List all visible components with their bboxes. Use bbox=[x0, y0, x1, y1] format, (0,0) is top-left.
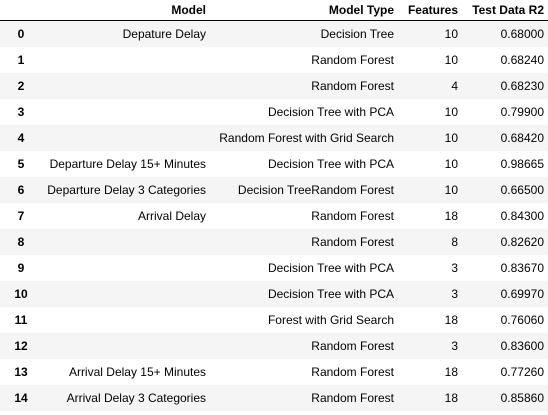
model-type-cell: Decision TreeRandom Forest bbox=[237, 182, 394, 197]
features-cell: 18 bbox=[444, 390, 458, 405]
features-cell: 18 bbox=[444, 364, 458, 379]
table-row: 6 Departure Delay 3 Categories Decision … bbox=[0, 176, 548, 203]
features-cell: 3 bbox=[451, 338, 458, 353]
model-cell: Departure Delay 15+ Minutes bbox=[49, 156, 206, 171]
table-row: 8 Random Forest 8 0.82620 bbox=[0, 228, 548, 255]
features-cell: 10 bbox=[444, 104, 458, 119]
table-row: 3 Decision Tree with PCA 10 0.79900 bbox=[0, 98, 548, 125]
table-body: 0 Depature Delay Decision Tree 10 0.6800… bbox=[0, 20, 548, 411]
table-row: 10 Decision Tree with PCA 3 0.69970 bbox=[0, 280, 548, 307]
row-index: 14 bbox=[14, 390, 28, 405]
r2-cell: 0.85860 bbox=[500, 390, 544, 405]
r2-cell: 0.84300 bbox=[500, 208, 544, 223]
model-type-cell: Decision Tree bbox=[320, 26, 394, 41]
features-cell: 18 bbox=[444, 208, 458, 223]
row-index: 7 bbox=[17, 208, 25, 223]
table-row: 1 Random Forest 10 0.68240 bbox=[0, 46, 548, 73]
row-index: 4 bbox=[17, 130, 25, 145]
model-type-cell: Decision Tree with PCA bbox=[267, 104, 394, 119]
row-index: 12 bbox=[14, 338, 28, 353]
r2-cell: 0.68240 bbox=[500, 52, 544, 67]
features-cell: 10 bbox=[444, 52, 458, 67]
features-cell: 18 bbox=[444, 312, 458, 327]
model-cell bbox=[42, 47, 210, 73]
table-row: 2 Random Forest 4 0.68230 bbox=[0, 72, 548, 99]
row-index: 0 bbox=[17, 26, 25, 41]
model-type-cell: Random Forest bbox=[311, 52, 394, 67]
r2-cell: 0.76060 bbox=[500, 312, 544, 327]
model-type-cell: Random Forest bbox=[311, 390, 394, 405]
features-cell: 4 bbox=[451, 78, 458, 93]
r2-cell: 0.68000 bbox=[500, 26, 544, 41]
model-cell: Arrival Delay bbox=[137, 208, 206, 223]
features-cell: 10 bbox=[444, 182, 458, 197]
model-type-cell: Decision Tree with PCA bbox=[267, 260, 394, 275]
features-cell: 8 bbox=[451, 234, 458, 249]
row-index: 1 bbox=[17, 52, 25, 67]
r2-cell: 0.68230 bbox=[500, 78, 544, 93]
model-header: Model bbox=[42, 0, 210, 21]
r2-cell: 0.83670 bbox=[500, 260, 544, 275]
model-type-cell: Random Forest bbox=[311, 364, 394, 379]
row-index: 11 bbox=[14, 312, 28, 327]
features-header: Features bbox=[398, 0, 462, 21]
table-row: 4 Random Forest with Grid Search 10 0.68… bbox=[0, 124, 548, 151]
r2-cell: 0.82620 bbox=[500, 234, 544, 249]
features-cell: 3 bbox=[451, 286, 458, 301]
table-row: 0 Depature Delay Decision Tree 10 0.6800… bbox=[0, 20, 548, 47]
model-cell bbox=[42, 229, 210, 255]
model-type-cell: Forest with Grid Search bbox=[267, 312, 394, 327]
r2-cell: 0.66500 bbox=[500, 182, 544, 197]
model-type-cell: Random Forest with Grid Search bbox=[219, 130, 394, 145]
table-row: 11 Forest with Grid Search 18 0.76060 bbox=[0, 306, 548, 333]
table-row: 5 Departure Delay 15+ Minutes Decision T… bbox=[0, 150, 548, 177]
model-cell: Arrival Delay 3 Categories bbox=[66, 390, 206, 405]
row-index: 6 bbox=[17, 182, 25, 197]
model-type-header: Model Type bbox=[210, 0, 398, 21]
features-cell: 3 bbox=[451, 260, 458, 275]
table-row: 7 Arrival Delay Random Forest 18 0.84300 bbox=[0, 202, 548, 229]
model-cell bbox=[42, 281, 210, 307]
table-row: 9 Decision Tree with PCA 3 0.83670 bbox=[0, 254, 548, 281]
r2-cell: 0.83600 bbox=[500, 338, 544, 353]
r2-cell: 0.98665 bbox=[500, 156, 544, 171]
model-type-cell: Random Forest bbox=[311, 338, 394, 353]
index-header bbox=[0, 0, 42, 21]
row-index: 5 bbox=[17, 156, 25, 171]
model-cell: Departure Delay 3 Categories bbox=[47, 182, 206, 197]
model-cell: Depature Delay bbox=[122, 26, 206, 41]
features-cell: 10 bbox=[444, 26, 458, 41]
model-cell bbox=[42, 73, 210, 99]
table-header: Model Model Type Features Test Data R2 bbox=[0, 0, 548, 21]
row-index: 9 bbox=[17, 260, 25, 275]
model-cell bbox=[42, 307, 210, 333]
row-index: 3 bbox=[17, 104, 25, 119]
features-cell: 10 bbox=[444, 130, 458, 145]
row-index: 13 bbox=[14, 364, 28, 379]
model-type-cell: Random Forest bbox=[311, 208, 394, 223]
model-cell bbox=[42, 255, 210, 281]
row-index: 10 bbox=[14, 286, 28, 301]
model-cell bbox=[42, 333, 210, 359]
test-data-r2-header: Test Data R2 bbox=[462, 0, 548, 21]
table-row: 13 Arrival Delay 15+ Minutes Random Fore… bbox=[0, 358, 548, 385]
r2-cell: 0.68420 bbox=[500, 130, 544, 145]
model-cell bbox=[42, 125, 210, 151]
table-row: 12 Random Forest 3 0.83600 bbox=[0, 332, 548, 359]
row-index: 2 bbox=[17, 78, 25, 93]
model-type-cell: Decision Tree with PCA bbox=[267, 286, 394, 301]
r2-cell: 0.77260 bbox=[500, 364, 544, 379]
model-cell bbox=[42, 99, 210, 125]
row-index: 8 bbox=[17, 234, 25, 249]
r2-cell: 0.69970 bbox=[500, 286, 544, 301]
model-type-cell: Random Forest bbox=[311, 78, 394, 93]
r2-cell: 0.79900 bbox=[500, 104, 544, 119]
model-type-cell: Random Forest bbox=[311, 234, 394, 249]
features-cell: 10 bbox=[444, 156, 458, 171]
model-type-cell: Decision Tree with PCA bbox=[267, 156, 394, 171]
model-cell: Arrival Delay 15+ Minutes bbox=[68, 364, 206, 379]
header-row: Model Model Type Features Test Data R2 bbox=[0, 0, 548, 21]
table-row: 14 Arrival Delay 3 Categories Random For… bbox=[0, 384, 548, 411]
